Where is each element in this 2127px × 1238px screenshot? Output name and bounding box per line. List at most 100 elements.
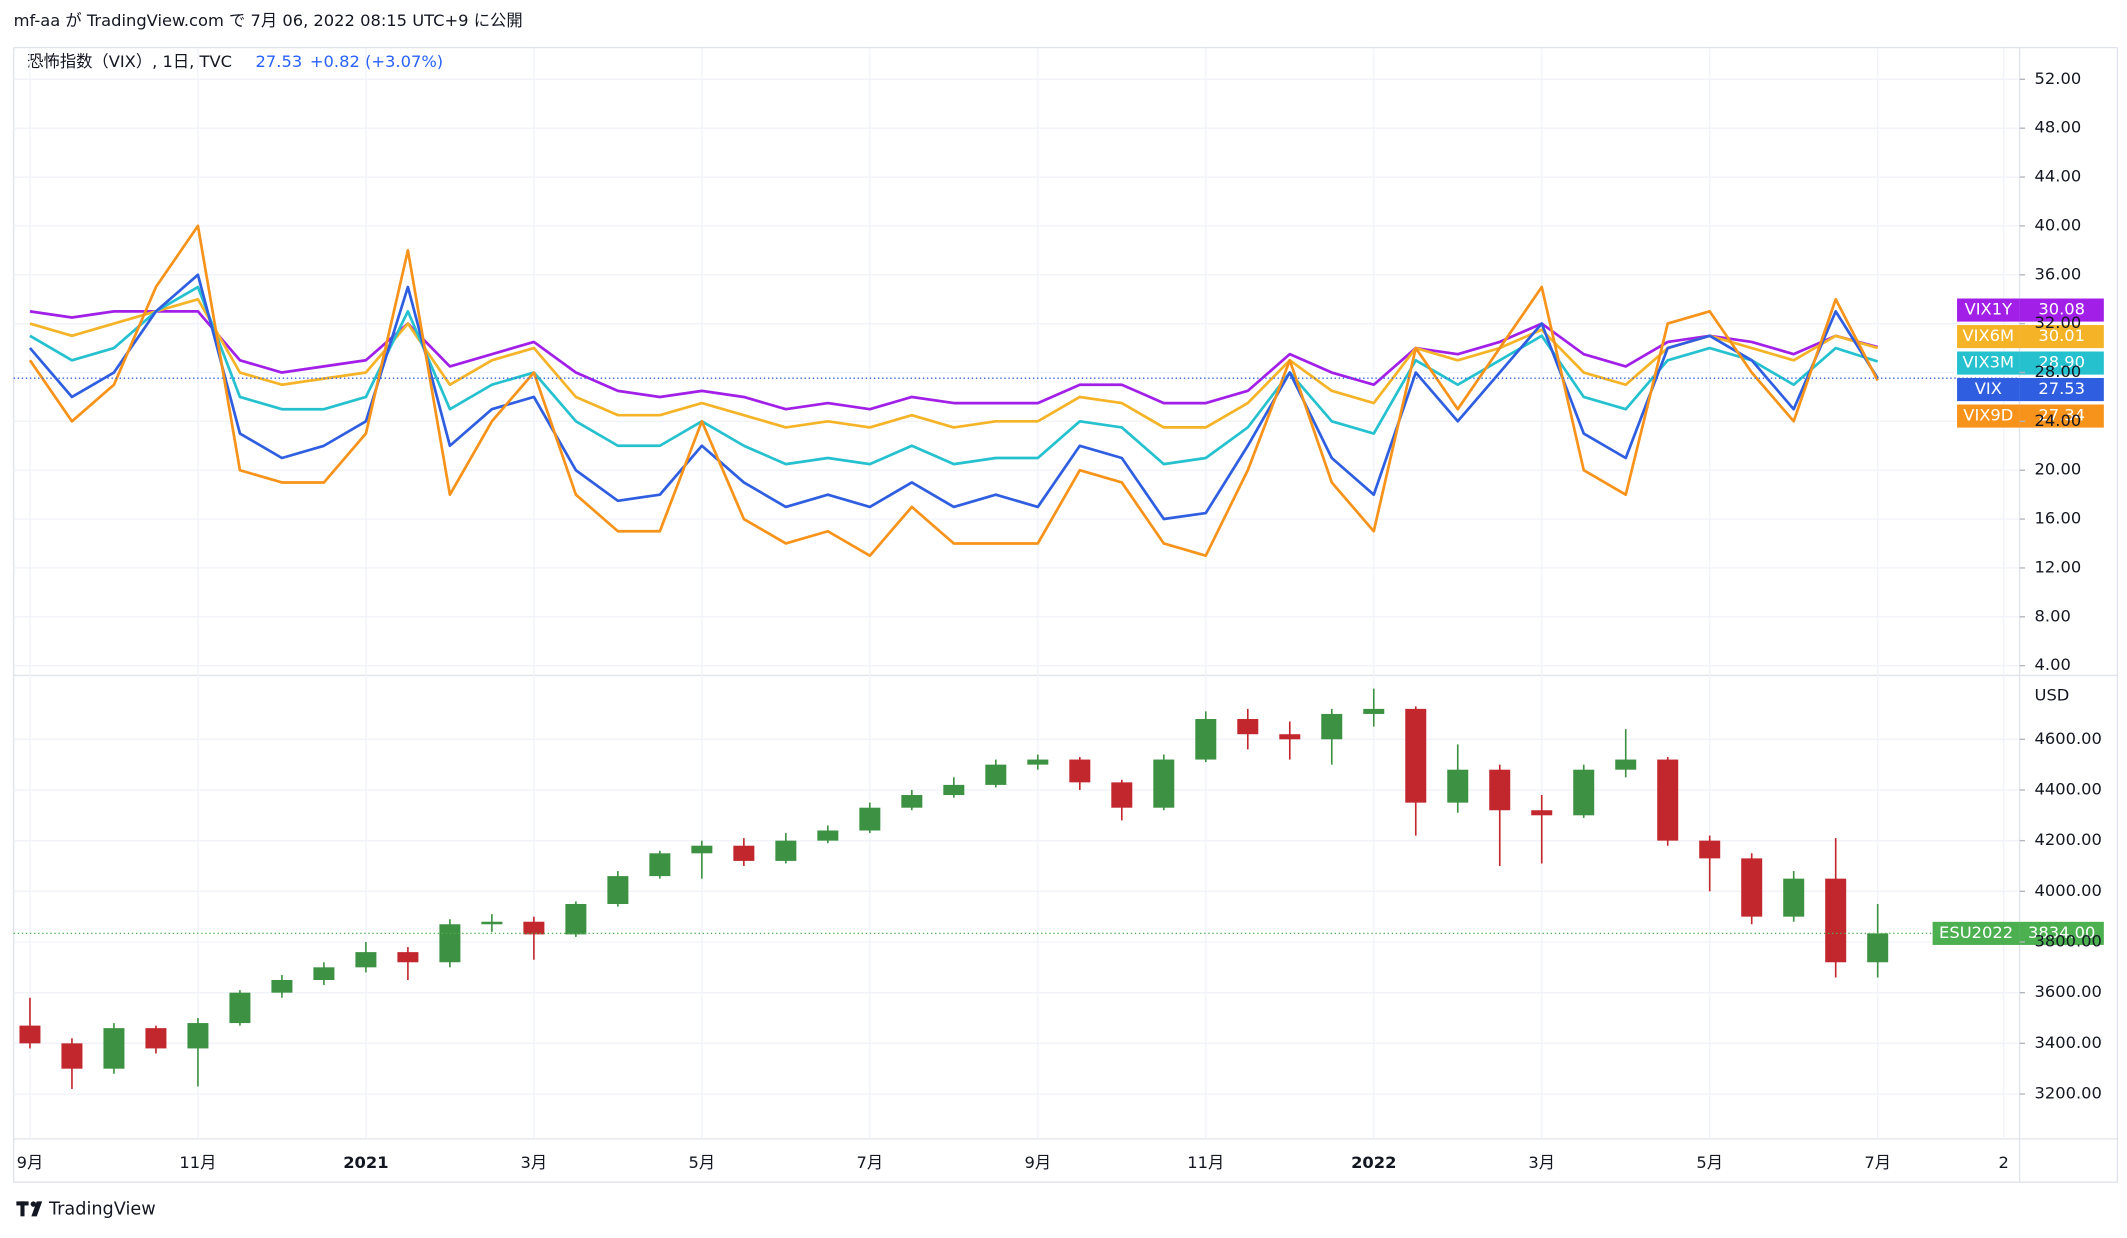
candle-body bbox=[1741, 858, 1763, 917]
badge-name: VIX6M bbox=[1963, 326, 2015, 345]
x-tick-label: 2022 bbox=[1351, 1153, 1396, 1172]
x-tick-label: 2021 bbox=[343, 1153, 388, 1172]
candle-body bbox=[1489, 769, 1511, 811]
candle-body bbox=[733, 845, 755, 861]
y-tick-label: 52.00 bbox=[2035, 69, 2082, 88]
candle-body bbox=[817, 830, 839, 841]
candle-body bbox=[481, 921, 503, 925]
tv-logo bbox=[16, 1201, 43, 1217]
candle-body bbox=[859, 807, 881, 831]
candle-body bbox=[1405, 708, 1427, 803]
candle-body bbox=[565, 903, 587, 935]
candle-body bbox=[145, 1028, 167, 1049]
footer: TradingView bbox=[48, 1200, 156, 1220]
badge-name-box bbox=[1957, 351, 2020, 375]
candle-body bbox=[691, 845, 713, 854]
candle-body bbox=[1657, 759, 1679, 841]
y-tick-label: 3200.00 bbox=[2035, 1084, 2102, 1103]
y-tick-label: 3400.00 bbox=[2035, 1033, 2102, 1052]
candle-body bbox=[187, 1023, 209, 1049]
header: mf-aa が TradingView.com で 7月 06, 2022 08… bbox=[14, 11, 523, 30]
candle-body bbox=[1027, 759, 1049, 765]
candle-body bbox=[1321, 713, 1343, 740]
badge-name: VIX9D bbox=[1963, 406, 2013, 425]
candle-body bbox=[19, 1025, 41, 1044]
y-tick-label: 12.00 bbox=[2035, 557, 2082, 576]
badge-value-box bbox=[2019, 325, 2104, 349]
price-badge: VIX9D 27.34 bbox=[1957, 404, 2104, 428]
badge-name: VIX3M bbox=[1963, 353, 2015, 372]
x-tick-label: 11月 bbox=[179, 1153, 216, 1172]
y-tick-label: 44.00 bbox=[2035, 167, 2082, 186]
candle-body bbox=[1783, 878, 1805, 917]
series-line bbox=[28, 273, 1879, 521]
legend-title: 恐怖指数（VIX）, 1日, TVC bbox=[27, 52, 232, 71]
y-tick-label: 3600.00 bbox=[2035, 982, 2102, 1001]
legend-change: +0.82 (+3.07%) bbox=[310, 52, 443, 71]
candle-body bbox=[1237, 719, 1259, 735]
badge-value-box bbox=[2019, 378, 2104, 402]
badge-value: 27.34 bbox=[2038, 406, 2085, 425]
y-tick-label: 28.00 bbox=[2035, 362, 2082, 381]
candle-body bbox=[1195, 719, 1217, 760]
candle-body bbox=[1447, 769, 1469, 803]
y-tick-label: 4.00 bbox=[2035, 655, 2071, 674]
candle-body bbox=[943, 784, 965, 796]
candle-body bbox=[649, 853, 671, 877]
candle-body bbox=[1573, 769, 1595, 816]
candle-body bbox=[1531, 810, 1553, 816]
y-tick-label: 16.00 bbox=[2035, 509, 2082, 528]
x-tick-label: 11月 bbox=[1187, 1153, 1224, 1172]
badge-name: VIX1Y bbox=[1965, 300, 2012, 319]
candle-body bbox=[901, 795, 923, 808]
badge-name-box bbox=[1957, 298, 2020, 322]
candle-body bbox=[775, 840, 797, 861]
candle-body bbox=[1867, 933, 1889, 963]
badge-value-box bbox=[2019, 351, 2104, 375]
badge-value: 30.01 bbox=[2038, 326, 2085, 345]
x-tick-label: 7月 bbox=[857, 1153, 884, 1172]
series-line bbox=[28, 224, 1879, 558]
badge-value-box bbox=[2019, 921, 2104, 945]
badge-value-box bbox=[2019, 404, 2104, 428]
candle-body bbox=[1069, 759, 1091, 783]
badge-name-box bbox=[1957, 325, 2020, 349]
candle-body bbox=[1615, 759, 1637, 770]
x-tick-label: 3月 bbox=[521, 1153, 548, 1172]
price-badge: VIX 27.53 bbox=[1957, 378, 2104, 402]
badge-name-box bbox=[1932, 921, 2020, 945]
y-tick-label: 4600.00 bbox=[2035, 729, 2102, 748]
price-badge: VIX1Y 30.08 bbox=[1957, 298, 2104, 322]
series-line bbox=[29, 297, 1879, 429]
candle-body bbox=[397, 952, 419, 963]
candle-body bbox=[1825, 878, 1847, 963]
y-tick-label: 4000.00 bbox=[2035, 881, 2102, 900]
candle-body bbox=[103, 1028, 125, 1069]
price-badge: VIX6M 30.01 bbox=[1957, 325, 2104, 349]
candle-body bbox=[61, 1043, 83, 1069]
candle-body bbox=[1699, 840, 1721, 859]
candle-body bbox=[439, 924, 461, 963]
badge-name-box bbox=[1957, 378, 2020, 402]
candle-body bbox=[313, 967, 335, 980]
x-tick-label: 5月 bbox=[1696, 1153, 1723, 1172]
badge-name: ESU2022 bbox=[1939, 923, 2013, 942]
badge-name-box bbox=[1957, 404, 2020, 428]
marks-layer bbox=[13, 224, 2020, 1089]
badge-value: 28.90 bbox=[2038, 353, 2085, 372]
badge-name: VIX bbox=[1975, 379, 2002, 398]
x-tick-label: 7月 bbox=[1864, 1153, 1891, 1172]
y-tick-label: 20.00 bbox=[2035, 460, 2082, 479]
y-tick-label: 8.00 bbox=[2035, 606, 2071, 625]
candle-body bbox=[1111, 782, 1133, 808]
y-tick-label: 36.00 bbox=[2035, 264, 2082, 283]
x-tick-label: 5月 bbox=[689, 1153, 716, 1172]
badge-value: 27.53 bbox=[2038, 379, 2085, 398]
x-tick-label: 3月 bbox=[1528, 1153, 1555, 1172]
x-tick-label: 9月 bbox=[1024, 1153, 1051, 1172]
candle-body bbox=[1363, 708, 1385, 714]
y-tick-label: 24.00 bbox=[2035, 411, 2082, 430]
legend-value: 27.53 bbox=[256, 52, 303, 71]
